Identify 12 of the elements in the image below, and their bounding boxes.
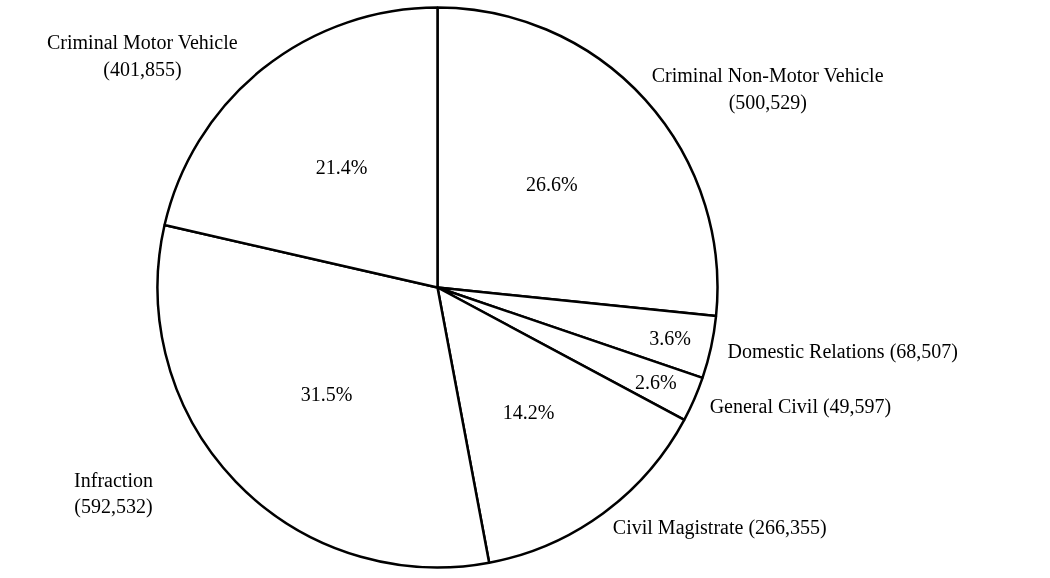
data-label: 31.5% — [300, 383, 353, 406]
slice-label: Domestic Relations (68,507) — [727, 339, 958, 363]
data-label: 26.6% — [525, 173, 578, 196]
slice-label: Infraction (592,532) — [74, 469, 153, 519]
slice-label: General Civil (49,597) — [709, 394, 892, 418]
slice-label: Criminal Motor Vehicle (401,855) — [46, 31, 238, 81]
data-label: 21.4% — [315, 156, 368, 179]
data-label: 14.2% — [502, 400, 555, 423]
slice-label: Civil Magistrate (266,355) — [612, 515, 827, 539]
data-label: 3.6% — [649, 327, 691, 350]
data-label: 2.6% — [634, 371, 677, 394]
slice-label: Criminal Non-Motor Vehicle (500,529) — [651, 64, 884, 114]
